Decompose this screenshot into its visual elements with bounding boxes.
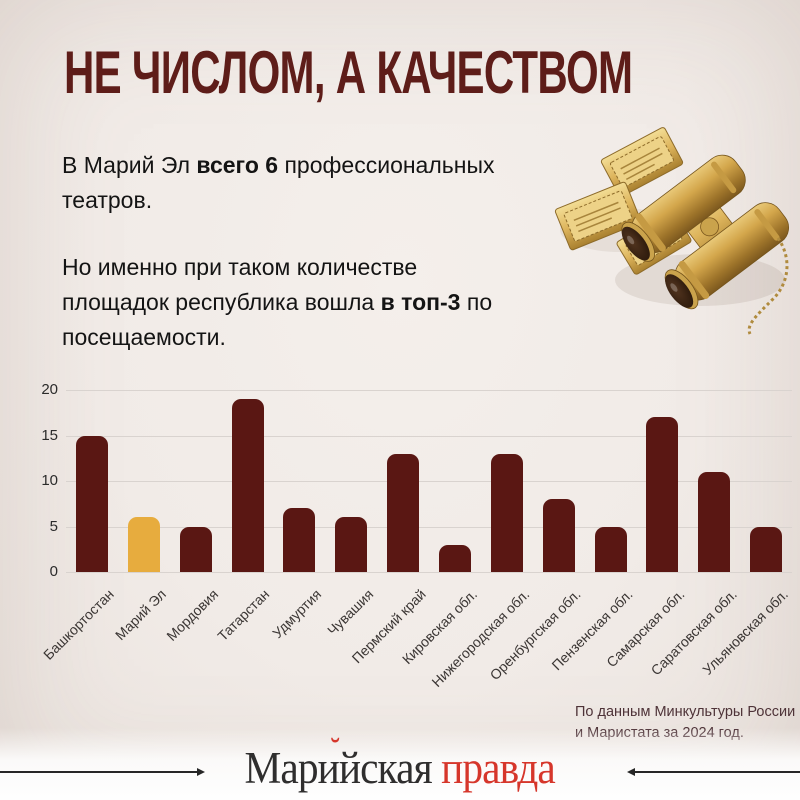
source-line-1: По данным Минкультуры России [575,704,796,720]
chart-bar-regular [75,435,108,572]
x-axis-label: Кировская обл. [399,586,481,668]
x-axis-label: Татарстан [214,586,273,644]
x-axis-label: Нижегородская обл. [428,586,533,690]
y-axis-tick-label: 0 [49,563,58,580]
rule-arrow-icon [197,768,205,776]
intro-bold-text: в топ-3 [380,289,461,315]
chart-bar-highlighted [127,517,160,572]
binoculars-tickets-illustration [554,127,789,335]
x-axis-label: Башкортостан [40,586,118,663]
y-axis-tick-label: 10 [41,472,58,489]
x-axis-label: Мордовия [163,586,221,644]
intro-bold-text: всего 6 [196,152,279,178]
y-axis-tick-label: 20 [41,381,58,398]
x-axis-label: Самарская обл. [603,586,688,671]
intro-text: В Марий Эл [62,152,197,178]
x-axis-label: Пензенская обл. [548,586,636,674]
intro-text: профессиональных театров. [62,152,495,213]
binoculars-icon [621,154,789,310]
page-title: НЕ ЧИСЛОМ, А КАЧЕСТВОМ [64,39,633,106]
chart-bar-regular [490,453,523,572]
y-axis-tick-label: 5 [49,517,58,535]
intro-paragraph-1: В Марий Эл всего 6 профессиональных теат… [62,148,582,218]
x-axis-label: Чувашия [324,586,377,639]
chart-bar-regular [750,526,783,572]
x-axis-label: Оренбургская обл. [486,586,584,684]
x-axis-label: Удмуртия [269,586,325,642]
x-axis-label: Пермский край [348,586,429,667]
intro-text: Но именно при таком количестве площадок … [62,254,418,315]
gridline [66,481,792,482]
gridline [66,572,792,573]
masthead-rule-right [627,768,800,776]
intro-paragraph-2: Но именно при таком количестве площадок … [62,250,582,355]
chart-bar-regular [335,517,368,572]
chart-bar-regular [594,526,627,572]
x-axis-label: Саратовская обл. [647,586,740,679]
y-axis-tick-label: 15 [41,426,58,444]
x-axis-label: Ульяновская обл. [699,586,792,678]
theater-ticket-icon [600,127,684,197]
newspaper-masthead: Марийская ˘ правда [0,733,800,794]
chart-bar-regular [231,399,264,572]
chart-bar-regular [542,499,575,572]
intro-text: по посещаемости. [62,289,493,350]
rule-arrow-icon [627,768,635,776]
masthead-word-1: Марийская ˘ [244,733,433,793]
chart-bar-regular [179,526,212,572]
chart-bar-regular [283,508,316,572]
masthead-rule-left [0,768,205,776]
gridline [66,526,792,528]
masthead-word-2: правда [441,743,556,793]
chart-bar-regular [646,417,679,572]
footer-band [0,728,800,800]
chart-bar-regular [438,544,471,572]
gridline [66,390,792,391]
binoculars-chain [747,237,789,335]
gridline [66,435,792,437]
theater-ticket-icon [554,181,642,251]
masthead-accent-icon: ˘ [330,733,340,766]
chart-bar-regular [698,471,731,572]
chart-bar-regular [387,453,420,572]
x-axis-label: Марий Эл [112,586,170,644]
